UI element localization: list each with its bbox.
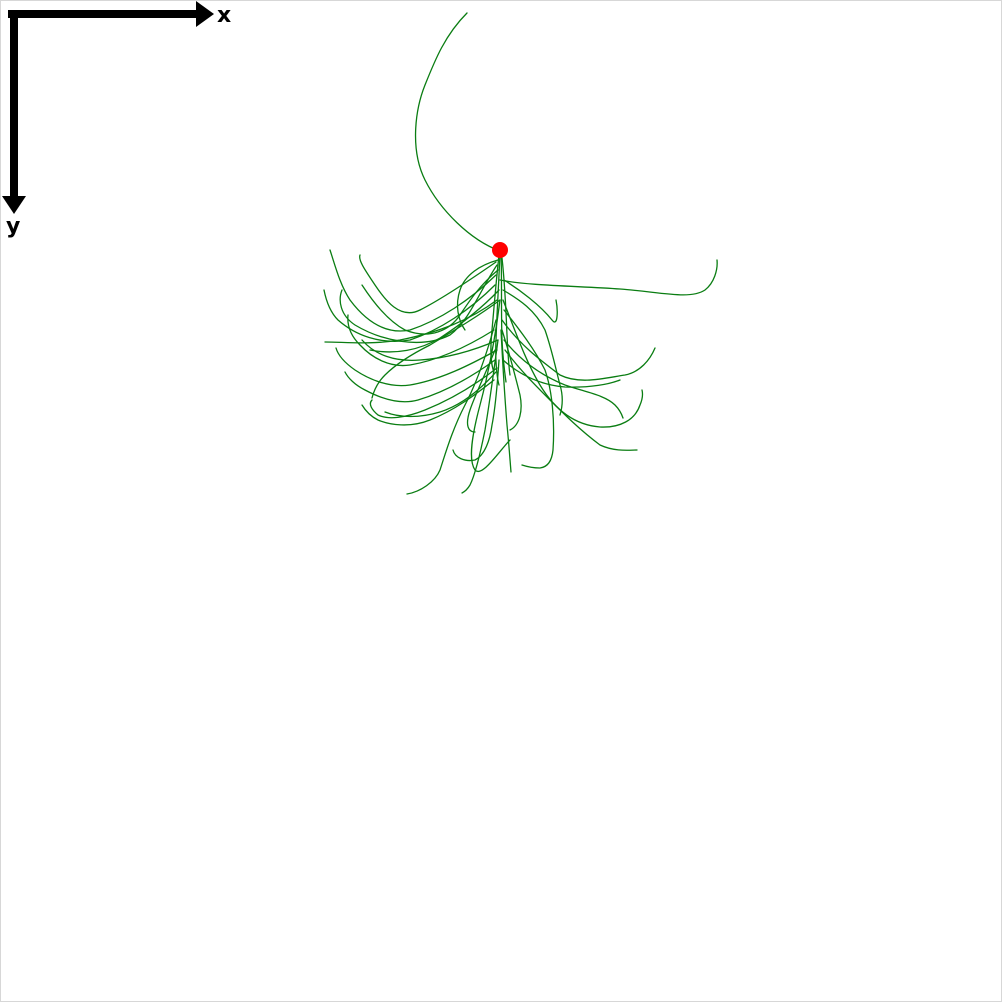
trajectory-path bbox=[470, 299, 511, 473]
trajectory-path bbox=[502, 289, 563, 416]
trajectory-path bbox=[503, 309, 555, 469]
trajectory-path bbox=[501, 329, 522, 431]
x-axis-arrow bbox=[8, 1, 214, 27]
trajectory-path bbox=[369, 289, 500, 353]
trajectory-path bbox=[406, 319, 497, 495]
trajectory-path bbox=[503, 339, 624, 419]
trajectory-path bbox=[466, 349, 496, 433]
trajectory-path bbox=[384, 371, 497, 418]
trajectory-path bbox=[361, 269, 499, 335]
trajectory-path bbox=[359, 254, 497, 314]
y-axis-label: y bbox=[6, 214, 20, 239]
trajectory-path bbox=[344, 359, 496, 403]
trajectory-path bbox=[452, 359, 500, 462]
trajectory-path bbox=[456, 259, 499, 331]
origin-marker bbox=[492, 242, 508, 258]
trajectory-path bbox=[503, 279, 558, 323]
trajectory-path bbox=[371, 299, 501, 399]
x-axis-label: x bbox=[217, 3, 231, 28]
trajectory-path bbox=[502, 359, 621, 388]
trajectory-path bbox=[335, 347, 498, 387]
trajectory-path bbox=[461, 339, 499, 494]
trajectory-path bbox=[347, 314, 495, 367]
trajectory-path bbox=[501, 319, 656, 381]
trajectory-path bbox=[414, 12, 501, 252]
trajectory-path bbox=[324, 299, 498, 344]
trajectory-path bbox=[499, 259, 718, 296]
trajectory-path bbox=[495, 251, 501, 386]
trajectory-path bbox=[502, 299, 644, 428]
trajectory-path bbox=[329, 249, 497, 332]
trajectory-path bbox=[490, 254, 500, 373]
axis-arrows: x y bbox=[2, 1, 231, 239]
y-axis-arrow bbox=[2, 10, 26, 214]
trajectory-path bbox=[361, 379, 495, 426]
trajectory-path bbox=[504, 349, 638, 451]
trajectory-group bbox=[323, 12, 718, 495]
